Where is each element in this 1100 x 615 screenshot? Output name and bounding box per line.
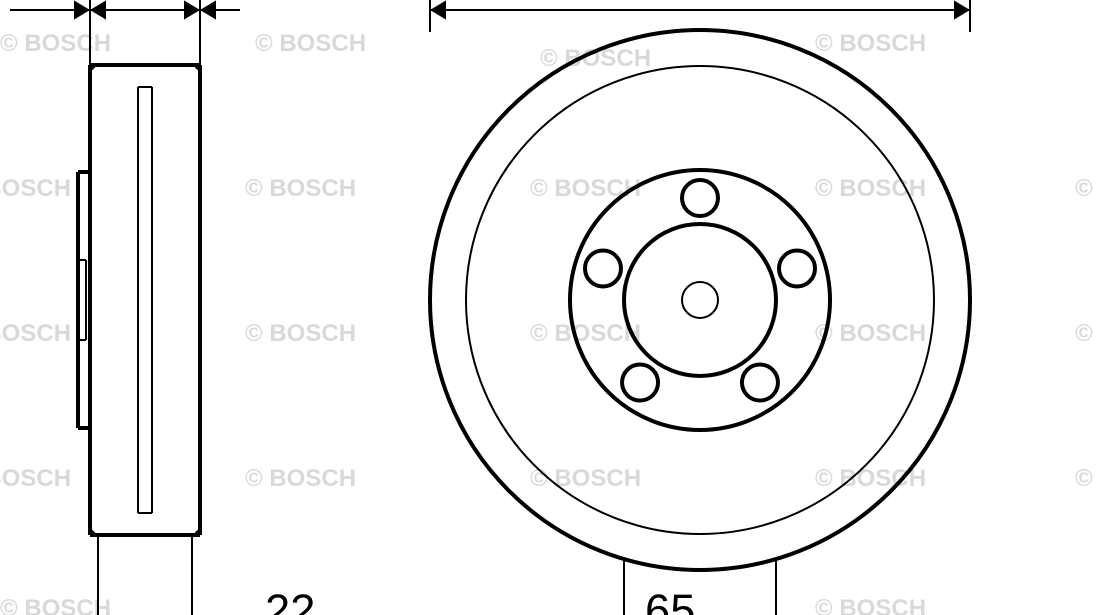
technical-drawing: [0, 0, 1100, 615]
dimension-thickness: 22: [265, 585, 315, 615]
dimension-bore: 65: [645, 585, 695, 615]
drawing-canvas: © BOSCH© BOSCH© BOSCH© BOSCH© BOSCH© BOS…: [0, 0, 1100, 615]
